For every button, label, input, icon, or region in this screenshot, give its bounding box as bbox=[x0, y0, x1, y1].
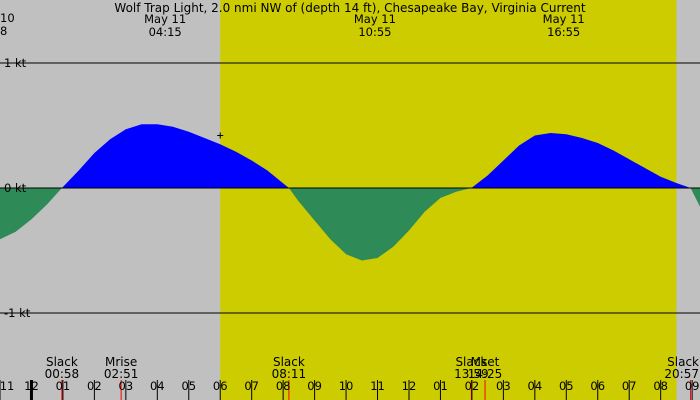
header-date-1: May 11 bbox=[354, 12, 396, 26]
x-tick-label-21: 08 bbox=[653, 379, 668, 393]
x-tick-label-9: 08 bbox=[276, 379, 291, 393]
event-time-2: 08:11 bbox=[272, 367, 307, 381]
header-time-0: 04:15 bbox=[149, 25, 182, 39]
flood-current-area-3 bbox=[471, 133, 691, 188]
event-time-5: 20:57 bbox=[664, 367, 699, 381]
y-tick-label-1: 0 kt bbox=[4, 181, 27, 195]
event-time-3: 13:59 bbox=[454, 367, 489, 381]
x-tick-label-12: 11 bbox=[370, 379, 385, 393]
x-tick-label-20: 07 bbox=[622, 379, 637, 393]
event-time-4: 14:25 bbox=[468, 367, 503, 381]
x-tick-label-7: 06 bbox=[213, 379, 228, 393]
event-name-1: Mrise bbox=[105, 355, 137, 369]
x-tick-label-3: 02 bbox=[87, 379, 102, 393]
header-time-2: 16:55 bbox=[547, 25, 580, 39]
x-axis: 11 12 01 02 03 04 05 06 07 08 09 10 11 12 01 02 03 04 05 06… bbox=[0, 379, 699, 400]
x-tick-label-4: 03 bbox=[119, 379, 134, 393]
y-axis-gridlines: 1 kt 0 kt -1 kt bbox=[0, 56, 700, 320]
y-tick-label-0: 1 kt bbox=[4, 56, 27, 70]
x-tick-label-6: 05 bbox=[181, 379, 196, 393]
ebb-current-area-4 bbox=[690, 188, 700, 207]
header-date-0: May 11 bbox=[144, 12, 186, 26]
x-tick-label-22: 09 bbox=[685, 379, 700, 393]
event-time-1: 02:51 bbox=[104, 367, 139, 381]
x-tick-label-17: 04 bbox=[528, 379, 543, 393]
x-tick-label-1: 12 bbox=[24, 379, 39, 393]
corner-label-bottom: 8 bbox=[0, 24, 7, 38]
x-tick-label-18: 05 bbox=[559, 379, 574, 393]
flood-current-area-1 bbox=[61, 124, 289, 188]
event-name-5: Slack bbox=[667, 355, 699, 369]
ebb-current-area-2 bbox=[288, 188, 472, 261]
event-labels: Slack00:58Mrise02:51Slack08:11Slack13:59… bbox=[45, 355, 699, 400]
x-tick-label-8: 07 bbox=[244, 379, 259, 393]
plot-area bbox=[0, 124, 700, 261]
x-tick-label-13: 12 bbox=[402, 379, 417, 393]
event-name-3: Slack bbox=[455, 355, 487, 369]
ebb-current-area-0 bbox=[0, 188, 62, 240]
x-tick-label-0: 11 bbox=[0, 379, 14, 393]
x-tick-label-14: 01 bbox=[433, 379, 448, 393]
current-time-marker bbox=[217, 132, 224, 139]
x-tick-label-5: 04 bbox=[150, 379, 165, 393]
x-tick-label-10: 09 bbox=[307, 379, 322, 393]
corner-label-top: 10 bbox=[0, 11, 15, 25]
event-time-0: 00:58 bbox=[45, 367, 80, 381]
x-tick-label-15: 02 bbox=[465, 379, 480, 393]
header-date-2: May 11 bbox=[543, 12, 585, 26]
event-name-0: Slack bbox=[46, 355, 78, 369]
x-tick-label-2: 01 bbox=[56, 379, 71, 393]
event-name-4: Mset bbox=[471, 355, 500, 369]
x-tick-label-19: 06 bbox=[590, 379, 605, 393]
y-tick-label-2: -1 kt bbox=[4, 306, 31, 320]
event-name-2: Slack bbox=[273, 355, 305, 369]
x-tick-label-11: 10 bbox=[339, 379, 354, 393]
daylight-band bbox=[220, 0, 677, 400]
header-time-1: 10:55 bbox=[358, 25, 391, 39]
chart-title: Wolf Trap Light, 2.0 nmi NW of (depth 14… bbox=[114, 1, 585, 15]
x-tick-label-16: 03 bbox=[496, 379, 511, 393]
